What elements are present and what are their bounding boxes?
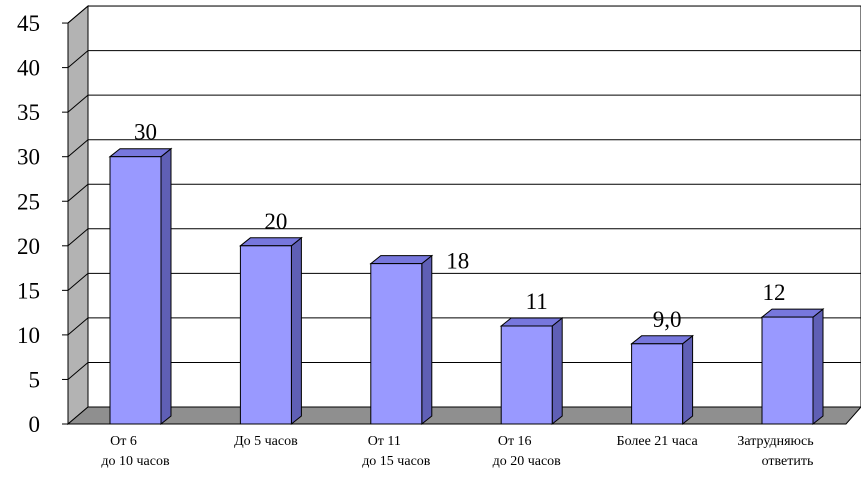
x-tick-label-line: От 16 (498, 434, 532, 449)
side-wall (67, 4, 89, 426)
gridline (67, 361, 861, 380)
value-label: 30 (134, 120, 157, 145)
gridline (67, 228, 861, 247)
value-label: 12 (763, 280, 786, 305)
bar-front (500, 325, 553, 425)
bar-top (369, 255, 434, 265)
bar-side (421, 254, 433, 426)
gridline (67, 50, 861, 68)
x-tick-label-line: до 15 часов (362, 454, 431, 469)
y-tick-label: 20 (17, 234, 40, 259)
y-tick-label: 5 (29, 367, 41, 392)
bar (760, 308, 825, 426)
y-tick-label: 25 (17, 189, 40, 214)
bar (630, 334, 695, 426)
y-tick-label: 35 (17, 100, 40, 125)
bar (238, 236, 303, 426)
bar (499, 316, 564, 426)
y-tick-label: 15 (17, 278, 40, 303)
bar (108, 147, 173, 426)
bar (369, 254, 434, 426)
chart-floor (66, 406, 861, 425)
value-label: 18 (446, 249, 469, 274)
y-tick-label: 45 (17, 11, 40, 36)
x-tick-label-line: до 10 часов (101, 454, 170, 469)
x-tick-label-line: От 11 (368, 434, 401, 449)
value-labels: 30 20 18 11 9,0 12 (134, 120, 786, 332)
x-tick-label-line: ответить (762, 454, 814, 469)
y-axis: 0 5 10 15 20 25 30 35 40 45 (17, 11, 69, 437)
bar-side (551, 316, 563, 426)
x-tick-label: Более 21 часа (617, 434, 699, 449)
bar-side (682, 334, 694, 426)
bar-front (370, 263, 423, 425)
gridline (67, 5, 861, 24)
gridline (67, 272, 861, 291)
x-tick-label: Затрудняюсь ответить (737, 434, 813, 469)
bar-top (238, 237, 303, 247)
x-tick-label: От 6 до 10 часов (101, 434, 170, 469)
y-tick-label: 0 (29, 412, 41, 437)
y-tick-label: 10 (17, 323, 40, 348)
chart-walls (67, 4, 861, 426)
gridline (67, 94, 861, 113)
value-label: 11 (526, 289, 548, 314)
x-tick-label: До 5 часов (234, 434, 298, 449)
y-tick-label: 30 (17, 145, 40, 170)
bar-side (290, 236, 302, 426)
x-tick-label-line: От 6 (110, 434, 137, 449)
x-tick-label-line: до 20 часов (493, 454, 562, 469)
x-tick-label: От 11 до 15 часов (362, 434, 431, 469)
bars (108, 147, 825, 426)
x-axis: От 6 до 10 часов До 5 часов От 11 до 15 часо… (68, 423, 846, 469)
gridlines (67, 5, 861, 380)
bar-side (160, 147, 172, 426)
x-tick-label-line: До 5 часов (234, 434, 298, 449)
bar-front (109, 156, 162, 425)
bar-top (630, 335, 695, 345)
bar-front (631, 343, 684, 425)
gridline (67, 139, 861, 158)
x-tick-label-line: Затрудняюсь (737, 434, 813, 449)
x-tick-label: От 16 до 20 часов (493, 434, 562, 469)
value-label: 20 (264, 209, 287, 234)
gridline (67, 183, 861, 202)
x-tick-label-line: Более 21 часа (617, 434, 699, 449)
bar-front (761, 316, 814, 425)
bar-side (812, 308, 824, 426)
bar-top (760, 308, 825, 318)
bar-front (239, 245, 292, 425)
bar-top (108, 148, 173, 158)
back-wall (87, 5, 861, 408)
floor (66, 406, 861, 425)
y-tick-label: 40 (17, 56, 40, 81)
bar-top (499, 317, 564, 327)
value-label: 9,0 (653, 307, 682, 332)
gridline (67, 317, 861, 336)
